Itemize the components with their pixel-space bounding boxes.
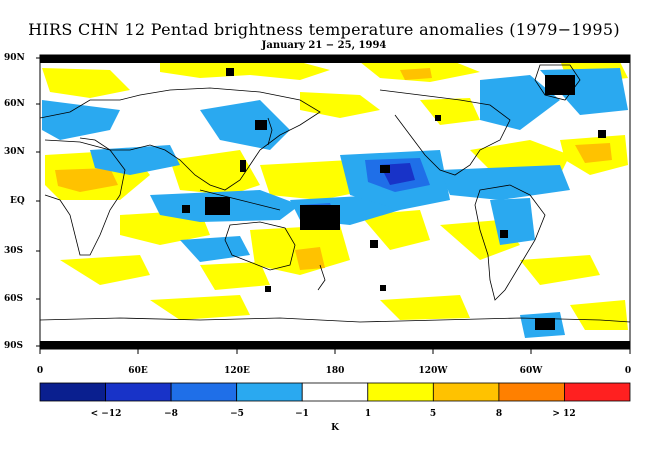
lon-ticks — [39, 349, 631, 354]
lat-label-30n: 30N — [4, 147, 25, 157]
map-subtitle: January 21 − 25, 1994 — [261, 40, 387, 51]
colorbar-swatch — [105, 382, 172, 402]
colorbar-swatch — [301, 382, 369, 402]
missing-data-regions — [40, 55, 630, 349]
colorbar-swatch — [39, 382, 106, 402]
colorbar-label-minus-1: −1 — [295, 409, 309, 419]
lat-label-90n: 90N — [4, 53, 25, 63]
colorbar-label-1: 1 — [364, 409, 372, 419]
lat-label-60n: 60N — [4, 99, 25, 109]
lon-label-120w: 120W — [418, 366, 448, 376]
colorbar-label-lt-12: < −12 — [90, 409, 122, 419]
colorbar — [39, 382, 631, 402]
lon-label-120e: 120E — [224, 366, 250, 376]
colorbar-swatch — [236, 382, 303, 402]
colorbar-label-gt-12: > 12 — [552, 409, 576, 419]
lon-label-180: 180 — [325, 366, 345, 376]
lat-label-90s: 90S — [4, 341, 24, 351]
colorbar-label-minus-5: −5 — [230, 409, 244, 419]
lon-label-60e: 60E — [128, 366, 148, 376]
lon-label-60w: 60W — [519, 366, 543, 376]
coastlines — [40, 64, 630, 323]
colorbar-label-8: 8 — [495, 409, 503, 419]
lat-label-60s: 60S — [4, 294, 24, 304]
lat-ticks — [36, 57, 40, 347]
lat-label-eq: EQ — [10, 196, 25, 206]
colorbar-swatch — [432, 382, 500, 402]
map-title: HIRS CHN 12 Pentad brightness temperatur… — [28, 20, 620, 39]
colorbar-swatch — [367, 382, 434, 402]
colorbar-swatch — [170, 382, 238, 402]
colorbar-unit: K — [331, 423, 339, 433]
lon-label-0-west: 0 — [36, 366, 44, 376]
colorbar-label-minus-8: −8 — [164, 409, 178, 419]
lon-label-0-east: 0 — [624, 366, 632, 376]
colorbar-swatch — [498, 382, 565, 402]
colorbar-swatch — [564, 382, 631, 402]
positive-anomaly-regions — [42, 60, 628, 330]
colorbar-label-5: 5 — [429, 409, 437, 419]
lat-label-30s: 30S — [4, 246, 24, 256]
